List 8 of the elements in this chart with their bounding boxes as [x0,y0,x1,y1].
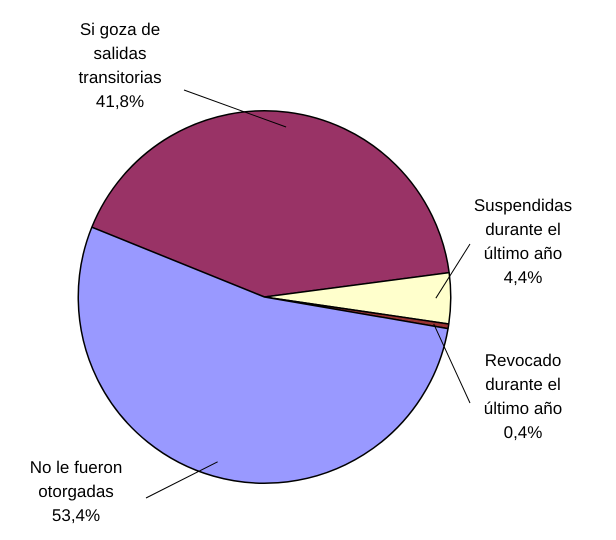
data-label: 4,4% [504,268,542,288]
slice-label: Suspendidas durante el último año [474,196,572,264]
data-label: 0,4% [504,423,542,442]
data-label: 53,4% [52,506,100,526]
slice-label: Si goza de salidas transitorias [78,20,162,88]
data-label: 41,8% [96,92,144,112]
legend-label: No le fueron otorgadas [30,458,122,502]
slice-label: Revocado durante el último año [484,351,562,418]
